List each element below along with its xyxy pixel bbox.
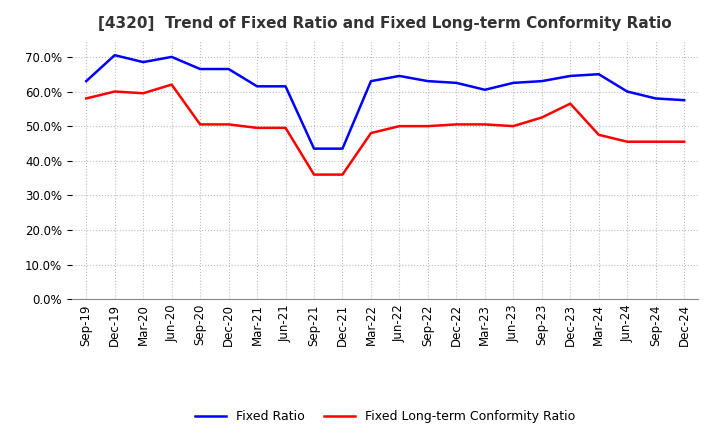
Fixed Long-term Conformity Ratio bbox=[139, 91, 148, 96]
Fixed Ratio bbox=[253, 84, 261, 89]
Fixed Long-term Conformity Ratio bbox=[537, 115, 546, 120]
Fixed Ratio bbox=[110, 52, 119, 58]
Fixed Long-term Conformity Ratio bbox=[480, 122, 489, 127]
Fixed Long-term Conformity Ratio bbox=[509, 124, 518, 129]
Fixed Long-term Conformity Ratio bbox=[595, 132, 603, 137]
Fixed Ratio bbox=[509, 80, 518, 85]
Fixed Ratio bbox=[366, 78, 375, 84]
Fixed Long-term Conformity Ratio bbox=[110, 89, 119, 94]
Fixed Long-term Conformity Ratio bbox=[423, 124, 432, 129]
Fixed Long-term Conformity Ratio bbox=[652, 139, 660, 144]
Fixed Ratio bbox=[395, 73, 404, 79]
Fixed Long-term Conformity Ratio bbox=[167, 82, 176, 87]
Fixed Long-term Conformity Ratio bbox=[253, 125, 261, 131]
Fixed Ratio bbox=[196, 66, 204, 72]
Fixed Long-term Conformity Ratio bbox=[566, 101, 575, 106]
Fixed Ratio bbox=[566, 73, 575, 79]
Fixed Ratio bbox=[167, 54, 176, 59]
Fixed Ratio bbox=[282, 84, 290, 89]
Fixed Long-term Conformity Ratio bbox=[366, 130, 375, 136]
Fixed Ratio bbox=[595, 72, 603, 77]
Line: Fixed Long-term Conformity Ratio: Fixed Long-term Conformity Ratio bbox=[86, 84, 684, 175]
Fixed Long-term Conformity Ratio bbox=[196, 122, 204, 127]
Fixed Long-term Conformity Ratio bbox=[82, 96, 91, 101]
Fixed Ratio bbox=[480, 87, 489, 92]
Fixed Ratio bbox=[623, 89, 631, 94]
Fixed Ratio bbox=[338, 146, 347, 151]
Title: [4320]  Trend of Fixed Ratio and Fixed Long-term Conformity Ratio: [4320] Trend of Fixed Ratio and Fixed Lo… bbox=[99, 16, 672, 32]
Fixed Ratio bbox=[537, 78, 546, 84]
Fixed Ratio bbox=[423, 78, 432, 84]
Fixed Ratio bbox=[225, 66, 233, 72]
Fixed Ratio bbox=[680, 98, 688, 103]
Fixed Long-term Conformity Ratio bbox=[282, 125, 290, 131]
Fixed Long-term Conformity Ratio bbox=[623, 139, 631, 144]
Fixed Ratio bbox=[139, 59, 148, 65]
Fixed Long-term Conformity Ratio bbox=[680, 139, 688, 144]
Fixed Ratio bbox=[82, 78, 91, 84]
Fixed Long-term Conformity Ratio bbox=[395, 124, 404, 129]
Fixed Ratio bbox=[310, 146, 318, 151]
Fixed Ratio bbox=[452, 80, 461, 85]
Fixed Long-term Conformity Ratio bbox=[452, 122, 461, 127]
Line: Fixed Ratio: Fixed Ratio bbox=[86, 55, 684, 149]
Legend: Fixed Ratio, Fixed Long-term Conformity Ratio: Fixed Ratio, Fixed Long-term Conformity … bbox=[190, 405, 580, 428]
Fixed Ratio bbox=[652, 96, 660, 101]
Fixed Long-term Conformity Ratio bbox=[338, 172, 347, 177]
Fixed Long-term Conformity Ratio bbox=[310, 172, 318, 177]
Fixed Long-term Conformity Ratio bbox=[225, 122, 233, 127]
